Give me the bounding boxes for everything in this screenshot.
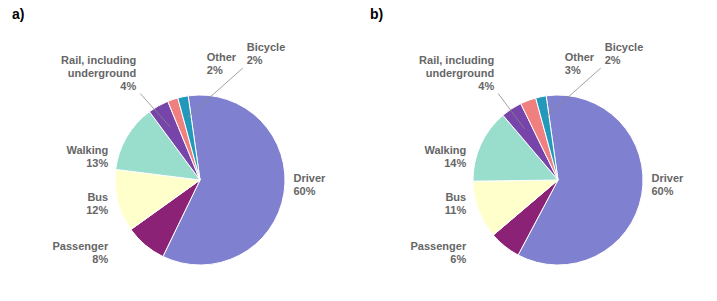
svg-text:Bus12%: Bus12%	[86, 191, 108, 216]
html-text:a): a)	[12, 6, 25, 22]
svg-text:Walking14%: Walking14%	[424, 144, 466, 169]
svg-text:Bicycle2%: Bicycle2%	[605, 41, 644, 66]
html-text:b): b)	[370, 6, 384, 22]
svg-text:Driver60%: Driver60%	[652, 172, 685, 197]
svg-text:Other3%: Other3%	[565, 51, 595, 76]
svg-text:Bicycle2%: Bicycle2%	[247, 41, 286, 66]
svg-text:Other2%: Other2%	[207, 51, 237, 76]
svg-text:Bus11%: Bus11%	[445, 191, 467, 216]
svg-text:Rail, includingunderground4%: Rail, includingunderground4%	[61, 54, 136, 92]
svg-text:Driver60%: Driver60%	[294, 172, 327, 197]
svg-text:Passenger6%: Passenger6%	[411, 240, 467, 265]
svg-text:Walking13%: Walking13%	[66, 144, 108, 169]
svg-text:Rail, includingunderground4%: Rail, includingunderground4%	[419, 54, 494, 92]
svg-text:Passenger8%: Passenger8%	[53, 240, 109, 265]
